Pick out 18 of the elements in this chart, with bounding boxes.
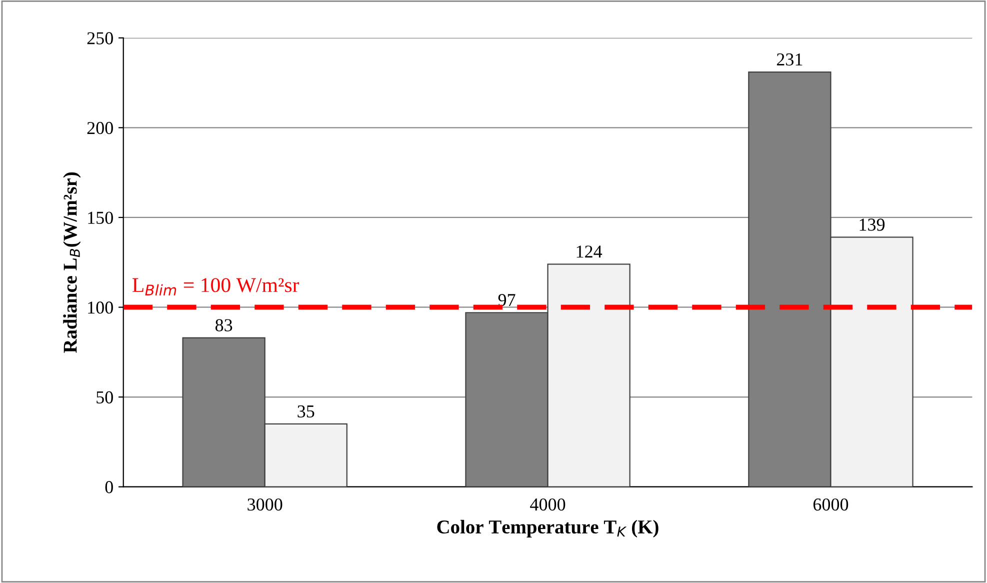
x-tick-label: 6000: [813, 498, 848, 511]
y-tick-label: 250: [87, 32, 113, 44]
data-label: 35: [298, 405, 314, 418]
y-tick-label: 150: [88, 212, 113, 224]
data-label: 139: [860, 218, 885, 231]
y-axis-title: Radiance L$_{B}$(W/m²sr): [63, 172, 81, 353]
ref-line-label: L$_{Blim}$ = 100 W/m²sr: [132, 278, 300, 296]
data-label: 83: [215, 319, 232, 332]
x-tick-label: 4000: [530, 498, 566, 511]
data-label: 124: [576, 246, 602, 258]
data-label: 231: [776, 53, 802, 66]
data-label: 97: [498, 294, 516, 306]
x-tick-label: 3000: [248, 498, 282, 511]
x-axis-title: Color Temperature T$_{K}$ (K): [437, 520, 658, 538]
y-tick-label: 200: [87, 122, 113, 134]
y-tick-label: 100: [88, 302, 113, 314]
y-tick-label: 0: [105, 481, 113, 494]
y-tick-label: 50: [96, 391, 113, 404]
